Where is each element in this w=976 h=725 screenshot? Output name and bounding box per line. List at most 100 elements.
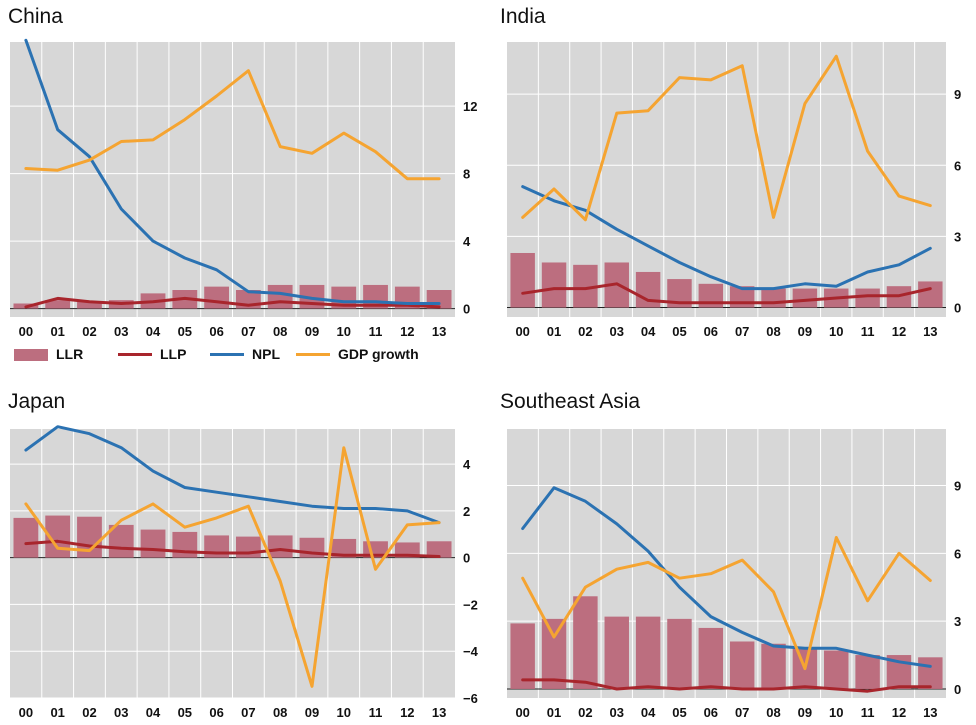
chart-title: Southeast Asia [500, 390, 641, 413]
y-tick-label: −4 [463, 644, 479, 659]
x-tick-label: 10 [829, 705, 843, 720]
y-tick-label: 2 [463, 504, 470, 519]
y-tick-label: −2 [463, 597, 478, 612]
y-tick-label: −6 [463, 691, 478, 706]
series-line-npl [24, 425, 441, 525]
bar-llr [792, 288, 818, 308]
x-tick-label: 08 [766, 705, 780, 720]
x-tick-label: 01 [50, 705, 64, 720]
series-line-llp [521, 678, 932, 693]
chart-title: China [8, 5, 63, 28]
x-tick-label: 02 [578, 705, 592, 720]
x-tick-label: 11 [861, 705, 875, 720]
x-tick-label: 12 [892, 705, 906, 720]
bar-llr [761, 643, 786, 689]
bar-llr [172, 531, 198, 558]
x-tick-label: 06 [704, 324, 718, 339]
x-tick-label: 02 [82, 324, 96, 339]
x-tick-label: 09 [305, 324, 319, 339]
x-tick-label: 05 [672, 705, 686, 720]
bar-llr [267, 284, 293, 309]
bar-llr [541, 262, 567, 308]
x-tick-label: 00 [19, 705, 33, 720]
bar-llr [77, 301, 102, 309]
y-tick-label: 3 [954, 614, 961, 629]
x-tick-label: 02 [82, 705, 96, 720]
x-tick-label: 12 [400, 705, 414, 720]
x-tick-label: 13 [923, 705, 937, 720]
x-tick-label: 00 [515, 705, 529, 720]
x-tick-label: 03 [114, 324, 128, 339]
y-tick-label: 0 [954, 682, 961, 697]
chart-panel-india: India 0 3 6 9 00 01 02 03 04 05 06 07 08 09 10 11 12 13 [490, 0, 976, 340]
x-tick-label: 10 [829, 324, 843, 339]
chart-panel-southeast-asia: Southeast Asia 0 3 6 9 00 01 02 03 04 05 06 07 08 09 1… [490, 385, 976, 725]
series-line-gdp-growth [521, 54, 932, 222]
x-tick-label: 06 [209, 705, 223, 720]
bar-llr [604, 616, 629, 689]
y-tick-label: 0 [463, 551, 470, 566]
series-line-gdp-growth [521, 536, 932, 671]
y-tick-label: 9 [954, 87, 961, 102]
legend-swatch-gdp-growth [296, 353, 330, 356]
legend-label: GDP growth [338, 346, 419, 362]
bar-llr [855, 288, 880, 308]
x-tick-label: 11 [369, 705, 383, 720]
chart-title: Japan [8, 390, 66, 413]
x-tick-label: 10 [337, 705, 351, 720]
x-tick-label: 01 [547, 324, 561, 339]
y-tick-label: 4 [463, 234, 471, 249]
x-tick-label: 08 [273, 324, 287, 339]
legend-label: LLP [160, 346, 187, 362]
series-line-npl [521, 185, 932, 291]
x-tick-label: 08 [766, 324, 780, 339]
series-line-llp [24, 296, 441, 309]
x-tick-label: 09 [305, 705, 319, 720]
bar-llr [510, 623, 535, 689]
legend-label: NPL [252, 346, 280, 362]
chart-title: India [500, 5, 546, 28]
bar-llr [635, 616, 661, 689]
bar-llr [426, 541, 452, 558]
legend-label: LLR [56, 346, 84, 362]
series-line-npl [521, 486, 932, 668]
y-tick-label: 0 [954, 301, 961, 316]
x-tick-label: 08 [273, 705, 287, 720]
bar-llr [331, 538, 357, 558]
x-tick-label: 13 [432, 705, 446, 720]
y-tick-label: 6 [954, 546, 961, 561]
bar-llr [918, 657, 943, 689]
x-tick-label: 07 [241, 324, 255, 339]
x-tick-label: 06 [704, 705, 718, 720]
x-tick-label: 11 [861, 324, 875, 339]
bar-llr [761, 288, 786, 308]
bar-llr [729, 641, 755, 689]
x-tick-label: 03 [114, 705, 128, 720]
x-tick-label: 04 [641, 705, 656, 720]
x-tick-label: 12 [400, 324, 414, 339]
x-tick-label: 09 [798, 705, 812, 720]
x-tick-label: 03 [610, 324, 624, 339]
series-line-llp [521, 282, 932, 305]
x-tick-label: 05 [178, 705, 192, 720]
y-tick-label: 12 [463, 99, 477, 114]
x-tick-label: 01 [547, 705, 561, 720]
bar-llr [667, 618, 692, 689]
x-tick-label: 07 [735, 324, 749, 339]
x-tick-label: 01 [50, 324, 64, 339]
x-tick-label: 09 [798, 324, 812, 339]
x-tick-label: 04 [641, 324, 656, 339]
bar-llr [267, 535, 293, 558]
x-tick-label: 13 [923, 324, 937, 339]
x-tick-label: 13 [432, 324, 446, 339]
y-tick-label: 0 [463, 302, 470, 317]
bar-llr [855, 655, 880, 689]
x-tick-label: 12 [892, 324, 906, 339]
x-tick-label: 10 [337, 324, 351, 339]
y-tick-label: 9 [954, 479, 961, 494]
bar-llr [140, 529, 166, 558]
bar-llr [510, 252, 535, 308]
x-tick-label: 00 [515, 324, 529, 339]
